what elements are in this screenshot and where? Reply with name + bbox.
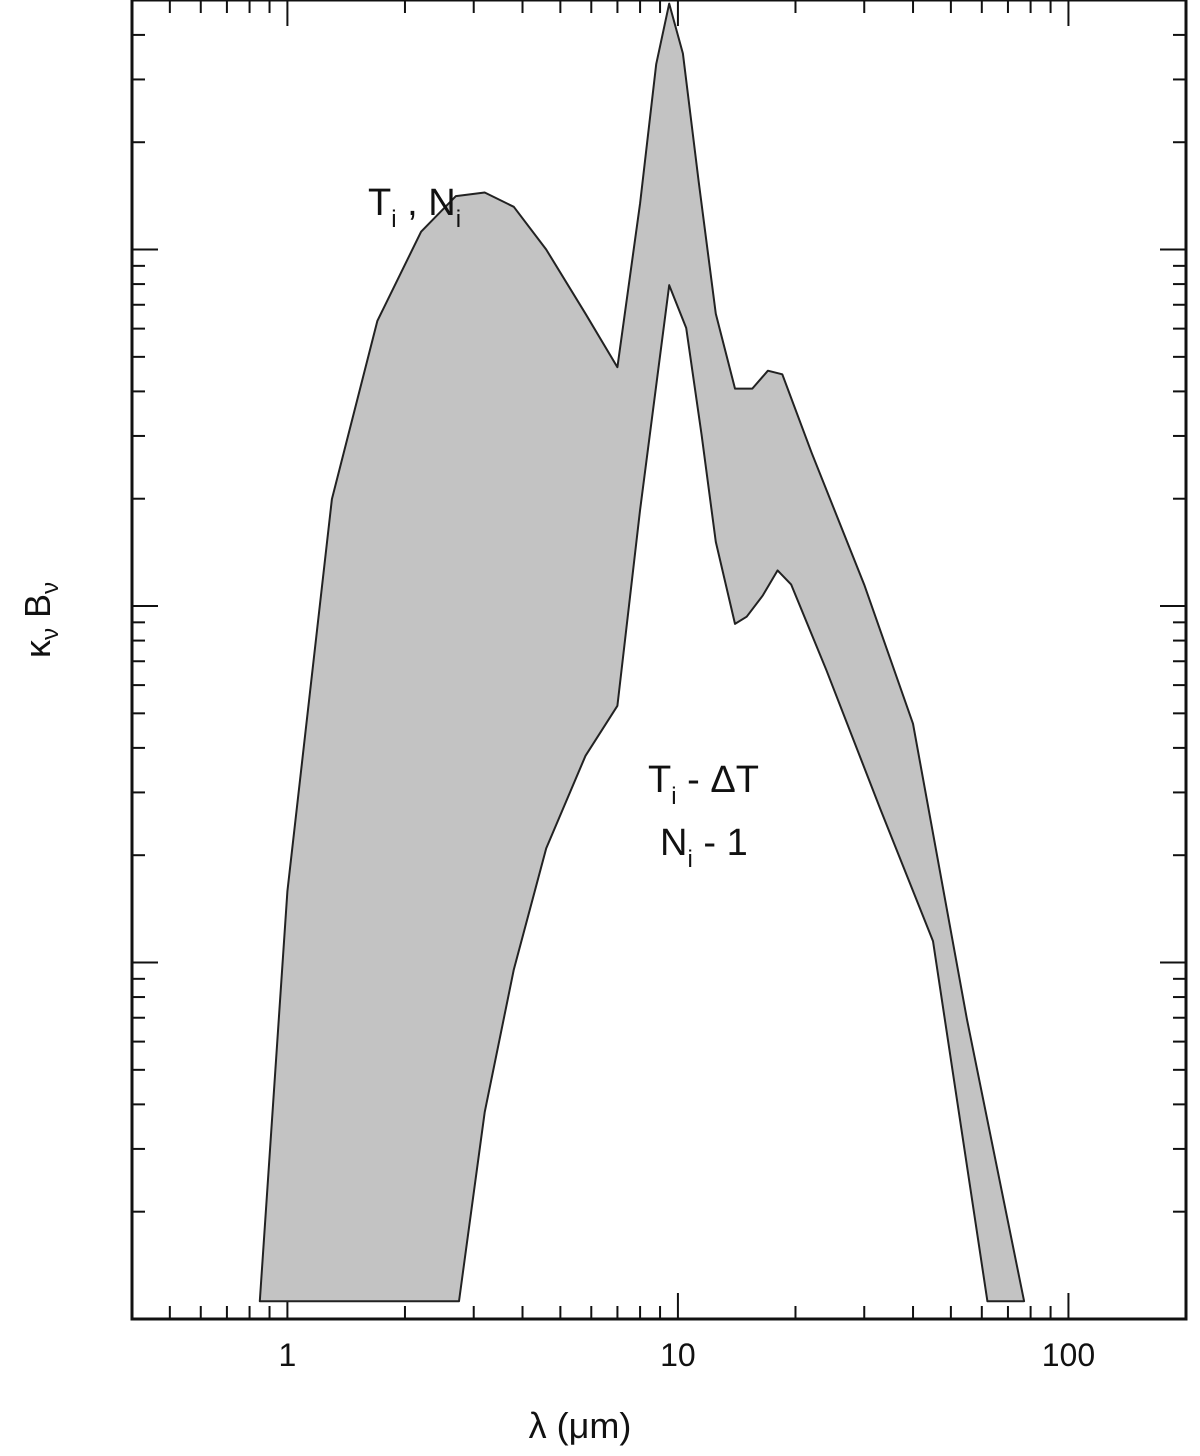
plot-frame (130, 0, 1188, 1321)
y-axis-label: κν Bν (17, 582, 64, 658)
axis-ticks (131, 0, 1187, 1320)
x-tick-label: 10 (660, 1337, 696, 1373)
y-label-kappa: κ (17, 639, 58, 658)
x-axis-label: λ (μm) (529, 1405, 632, 1446)
annotation-lower-line2: Ni - 1 (660, 822, 748, 873)
shaded-band (258, 2, 1026, 1303)
x-tick-label: 100 (1042, 1337, 1095, 1373)
y-label-b: B (17, 594, 58, 628)
x-tick-labels: 1 10 100 (279, 1337, 1096, 1373)
y-label-sub1: ν (37, 628, 64, 640)
annotation-upper: Ti , Ni (368, 182, 461, 233)
x-tick-label: 1 (279, 1337, 297, 1373)
y-label-sub2: ν (37, 582, 64, 594)
svg-text:κν Bν: κν Bν (17, 582, 64, 658)
annotation-lower-line1: Ti - ΔT (648, 759, 759, 810)
